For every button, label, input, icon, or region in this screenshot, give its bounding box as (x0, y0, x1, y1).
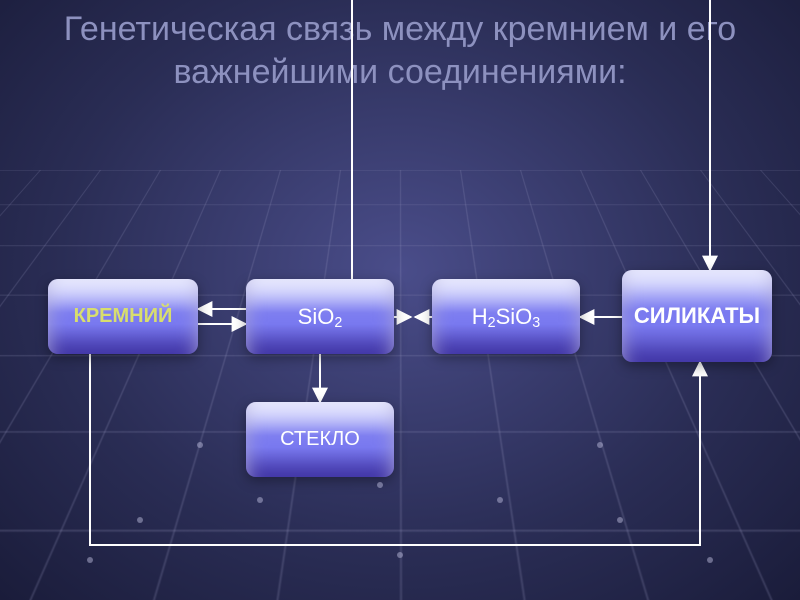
node-glass: СТЕКЛО (246, 402, 394, 477)
grid-dot (397, 552, 403, 558)
node-si: КРЕМНИЙ (48, 279, 198, 354)
grid-dot (257, 497, 263, 503)
grid-dot (597, 442, 603, 448)
node-silicate: СИЛИКАТЫ (622, 270, 772, 362)
perspective-grid (0, 170, 800, 600)
grid-dot (137, 517, 143, 523)
grid-dot (617, 517, 623, 523)
node-sio2: SiO2 (246, 279, 394, 354)
grid-dot (377, 482, 383, 488)
title: Генетическая связь между кремнием и его … (0, 8, 800, 93)
grid-dot (197, 442, 203, 448)
grid-dot (707, 557, 713, 563)
diagram-stage: Генетическая связь между кремнием и его … (0, 0, 800, 600)
grid-dot (497, 497, 503, 503)
node-h2sio3: H2SiO3 (432, 279, 580, 354)
grid-dot (87, 557, 93, 563)
